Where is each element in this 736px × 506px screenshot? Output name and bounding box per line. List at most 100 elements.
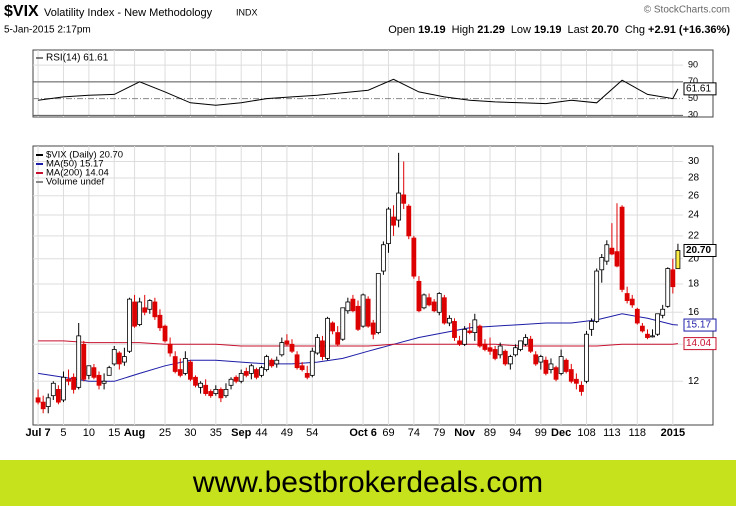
x-tick-label: Aug (124, 427, 145, 439)
candle-body (553, 367, 559, 380)
candle-body (345, 301, 351, 312)
x-tick-label: 113 (603, 427, 621, 439)
x-tick-label: 25 (159, 427, 171, 439)
x-tick-label: 89 (484, 427, 496, 439)
candle-body (254, 369, 259, 378)
candle-body (172, 356, 178, 372)
candle-body (533, 354, 539, 365)
candle-body (269, 359, 275, 367)
candle-body (492, 349, 498, 359)
candle-body (619, 206, 625, 290)
candle-body (650, 335, 655, 338)
symbol: $VIX (4, 3, 39, 20)
x-tick-label: 49 (281, 427, 293, 439)
y-tick-label: 22 (688, 231, 700, 242)
candle-body (96, 374, 102, 386)
candle-body (421, 294, 427, 309)
y-tick-label: 30 (688, 156, 700, 167)
candle-body (157, 314, 163, 329)
candle-body (132, 301, 137, 327)
candle-body (467, 330, 473, 333)
quote: Open 19.19 High 21.29 Low 19.19 Last 20.70 Chg +2… (388, 24, 730, 36)
x-tick-label: 35 (210, 427, 222, 439)
candle-body (375, 273, 381, 333)
candle-body (182, 358, 188, 374)
quote-value: 19.19 (534, 24, 562, 36)
candle-body (665, 268, 671, 307)
candle-body (609, 247, 615, 255)
candle-body (142, 307, 148, 313)
timestamp: 5-Jan-2015 2:17pm (4, 25, 91, 36)
legend-label: Volume undef (46, 177, 104, 188)
candle-body (223, 388, 229, 397)
candle-body (66, 378, 71, 382)
candle-body (462, 328, 468, 345)
candle-body (208, 391, 214, 397)
candle-body (106, 367, 112, 376)
candle-body (477, 325, 483, 347)
candle-body (243, 371, 249, 376)
candle-body (487, 347, 493, 352)
x-tick-label: 94 (509, 427, 521, 439)
candle-body (355, 305, 361, 330)
x-tick-label: 30 (184, 427, 196, 439)
candle-body (289, 343, 295, 352)
candle-body (177, 369, 183, 376)
rsi-tick-label: 70 (688, 76, 698, 86)
quote-label: Chg (625, 24, 645, 36)
candle-body (513, 347, 518, 356)
candle-body (507, 356, 513, 365)
quote-value: 21.29 (477, 24, 505, 36)
candle-body (188, 361, 193, 380)
candle-body (360, 294, 366, 327)
x-tick-label: 79 (433, 427, 445, 439)
candle-body (264, 356, 269, 370)
candle-body (482, 343, 488, 350)
candle-body (599, 257, 605, 271)
x-tick-label: 74 (408, 427, 420, 439)
candle-body (147, 300, 153, 310)
candle-body (380, 244, 386, 272)
exchange: INDX (236, 7, 258, 17)
x-tick-label: 99 (535, 427, 547, 439)
candle-body (304, 373, 310, 378)
candle-body (639, 325, 645, 332)
candle-body (350, 298, 356, 312)
x-tick-label: 44 (255, 427, 267, 439)
candle-body (447, 317, 452, 324)
candle-body (274, 359, 280, 365)
candle-body (594, 270, 600, 322)
x-tick-label: 54 (306, 427, 318, 439)
x-tick-label: 69 (382, 427, 394, 439)
x-tick-label: 15 (108, 427, 120, 439)
y-tick-label: 12 (688, 376, 700, 387)
candle-body (76, 335, 82, 388)
candle-body (81, 343, 87, 380)
candle-body (55, 388, 61, 403)
candle-body (116, 352, 122, 365)
candle-body (314, 337, 320, 354)
candle-body (233, 376, 239, 382)
quote-label: Last (568, 24, 589, 36)
candle-body (604, 244, 610, 262)
x-tick-label: 5 (60, 427, 66, 439)
candle-body (675, 250, 681, 270)
legend-label: $VIX (Daily) 20.70 (46, 150, 123, 161)
candle-body (330, 322, 336, 332)
candle-body (218, 388, 224, 399)
quote-label: Low (511, 24, 531, 36)
last-value-box (683, 337, 717, 351)
candle-body (294, 354, 300, 369)
rsi-tick-label: 90 (688, 59, 698, 69)
candle-body (122, 356, 127, 363)
candle-body (162, 325, 168, 342)
last-value-box (683, 318, 717, 332)
candle-body (335, 332, 341, 345)
candle-body (523, 337, 528, 345)
candle-body (548, 363, 554, 370)
candle-body (299, 365, 305, 370)
candle-body (213, 388, 219, 394)
candle-body (629, 298, 635, 306)
last-value-label: 61.61 (686, 83, 711, 94)
